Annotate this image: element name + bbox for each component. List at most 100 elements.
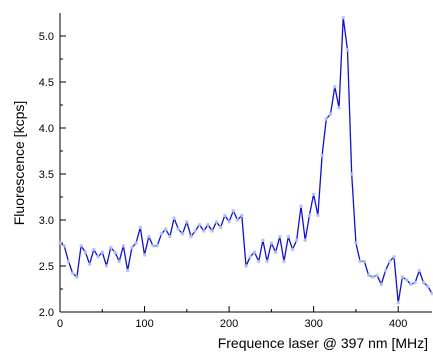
- data-point: [273, 250, 278, 254]
- data-point: [396, 301, 400, 305]
- data-point: [130, 245, 134, 250]
- data-series-line: [59, 16, 433, 304]
- data-point: [303, 238, 307, 243]
- data-point: [375, 273, 379, 278]
- data-point: [108, 245, 113, 250]
- data-point: [176, 227, 181, 231]
- data-point: [155, 243, 160, 248]
- data-point: [146, 234, 151, 239]
- data-point: [239, 213, 244, 218]
- data-point: [311, 192, 316, 197]
- data-point: [307, 213, 312, 218]
- x-axis-title: Frequence laser @ 397 nm [MHz]: [218, 335, 428, 351]
- data-point: [366, 273, 371, 278]
- data-point: [371, 275, 375, 279]
- data-point: [104, 264, 109, 268]
- data-point: [206, 222, 210, 227]
- data-point: [201, 229, 206, 233]
- data-point: [299, 204, 303, 208]
- data-point: [227, 220, 231, 224]
- data-point: [341, 15, 346, 20]
- x-tick-label: 0: [57, 318, 63, 330]
- data-point: [125, 268, 130, 273]
- data-point: [180, 232, 185, 236]
- data-point: [417, 268, 422, 273]
- data-point: [113, 250, 117, 254]
- data-point: [425, 284, 430, 289]
- x-tick-label: 300: [304, 318, 322, 330]
- data-point: [223, 213, 227, 218]
- y-tick-label: 3.0: [39, 215, 54, 227]
- data-point: [96, 254, 100, 259]
- x-tick-label: 400: [389, 318, 407, 330]
- data-point: [117, 259, 121, 264]
- y-tick-label: 4.0: [39, 123, 54, 135]
- data-point: [392, 254, 396, 259]
- data-point: [210, 229, 214, 233]
- data-point: [121, 243, 126, 248]
- data-point: [75, 275, 79, 279]
- data-point: [278, 234, 282, 239]
- data-point: [324, 117, 329, 121]
- data-point: [168, 234, 172, 239]
- data-point: [269, 241, 274, 245]
- data-point: [362, 259, 367, 264]
- data-point: [134, 241, 138, 245]
- data-point: [404, 278, 409, 282]
- data-point: [345, 48, 350, 52]
- data-point: [66, 259, 71, 264]
- y-tick-label: 2.0: [39, 307, 54, 319]
- data-point: [248, 254, 253, 259]
- data-point: [332, 84, 337, 89]
- data-point: [400, 275, 405, 279]
- data-point: [214, 220, 219, 224]
- y-tick-label: 4.5: [39, 77, 54, 89]
- data-point: [163, 227, 168, 231]
- data-point: [235, 218, 240, 222]
- data-point: [328, 112, 333, 116]
- data-point: [218, 225, 223, 230]
- data-point: [349, 172, 354, 176]
- data-point: [92, 247, 96, 252]
- data-point: [70, 271, 75, 276]
- data-point: [379, 282, 384, 287]
- data-point: [252, 250, 257, 254]
- chart-plot-area: [58, 15, 433, 305]
- data-point: [151, 243, 155, 248]
- data-point: [294, 238, 299, 243]
- data-point: [79, 243, 83, 248]
- chart-axes: [59, 13, 432, 313]
- data-point: [100, 250, 105, 254]
- data-point: [185, 220, 189, 224]
- data-point: [172, 216, 176, 220]
- data-point: [387, 259, 392, 264]
- data-point: [320, 153, 324, 158]
- data-point: [189, 234, 193, 239]
- data-point: [421, 280, 426, 285]
- data-point: [383, 268, 388, 273]
- data-point: [265, 259, 269, 264]
- data-point: [430, 291, 433, 296]
- y-tick-label: 3.5: [39, 169, 54, 181]
- y-tick-label: 2.5: [39, 261, 54, 273]
- data-point: [244, 264, 248, 268]
- data-point: [83, 250, 88, 254]
- x-tick-label: 100: [135, 318, 153, 330]
- chart-ticks: 0 100 200 300 400 2.0 2.5 3.0 3.5 4.0 4.5 5.0: [39, 31, 408, 330]
- data-point: [193, 229, 198, 233]
- y-axis-title: Fluorescence [kcps]: [11, 101, 27, 226]
- data-point: [159, 232, 164, 236]
- data-point: [231, 209, 236, 213]
- data-point: [413, 280, 417, 285]
- data-point: [256, 259, 261, 264]
- y-tick-label: 5.0: [39, 31, 54, 43]
- data-point: [358, 259, 362, 264]
- data-point: [87, 262, 92, 266]
- data-point: [197, 222, 202, 227]
- data-point: [282, 259, 286, 264]
- x-tick-label: 200: [220, 318, 238, 330]
- data-point: [290, 247, 295, 252]
- data-point: [409, 282, 413, 287]
- data-point: [62, 243, 67, 248]
